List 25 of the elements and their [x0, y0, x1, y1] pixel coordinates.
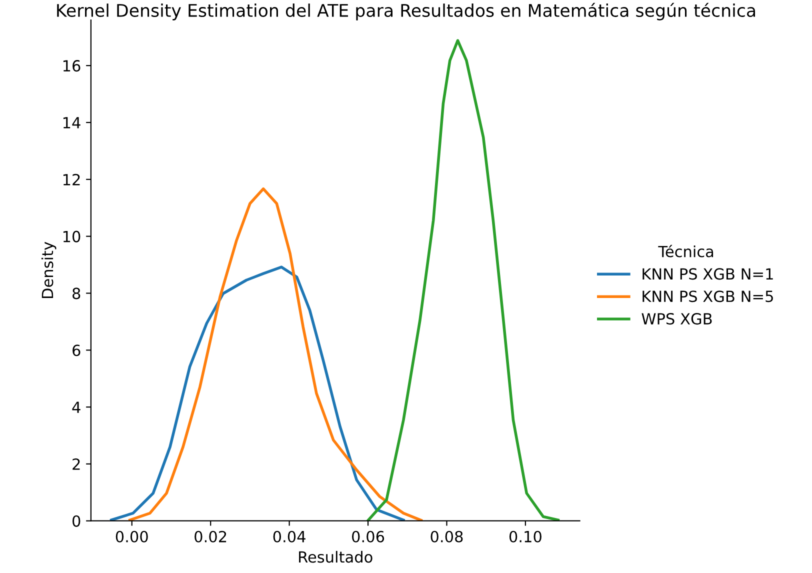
y-tick-label: 12 [63, 174, 80, 186]
chart-title: Kernel Density Estimation del ATE para Resultados en Matemática según técnica [57, 2, 756, 20]
y-tick-label: 0 [72, 515, 80, 527]
y-tick-label: 8 [72, 288, 80, 300]
x-tick-label: 0.10 [509, 530, 542, 542]
x-axis-title: Resultado [299, 550, 372, 563]
x-tick-label: 0.00 [116, 530, 148, 542]
line-series [128, 187, 423, 521]
line-series [367, 39, 560, 521]
y-axis-title: Density [41, 242, 56, 298]
y-tick-label: 14 [63, 117, 80, 128]
y-tick-label: 6 [72, 344, 80, 356]
x-tick-label: 0.06 [352, 530, 384, 542]
legend-label: KNN PS XGB N=5 [642, 290, 773, 302]
x-tick-label: 0.08 [430, 530, 463, 542]
y-tick-label: 16 [63, 60, 80, 72]
legend-label: WPS XGB [642, 313, 712, 325]
legend-title: Técnica [658, 244, 714, 258]
y-tick-label: 2 [72, 458, 80, 470]
y-tick-label: 4 [72, 402, 80, 413]
line-series [110, 266, 405, 521]
x-tick-label: 0.04 [273, 530, 306, 542]
y-tick-label: 10 [63, 230, 80, 242]
x-tick-label: 0.02 [194, 530, 226, 542]
legend-label: KNN PS XGB N=1 [642, 268, 773, 280]
